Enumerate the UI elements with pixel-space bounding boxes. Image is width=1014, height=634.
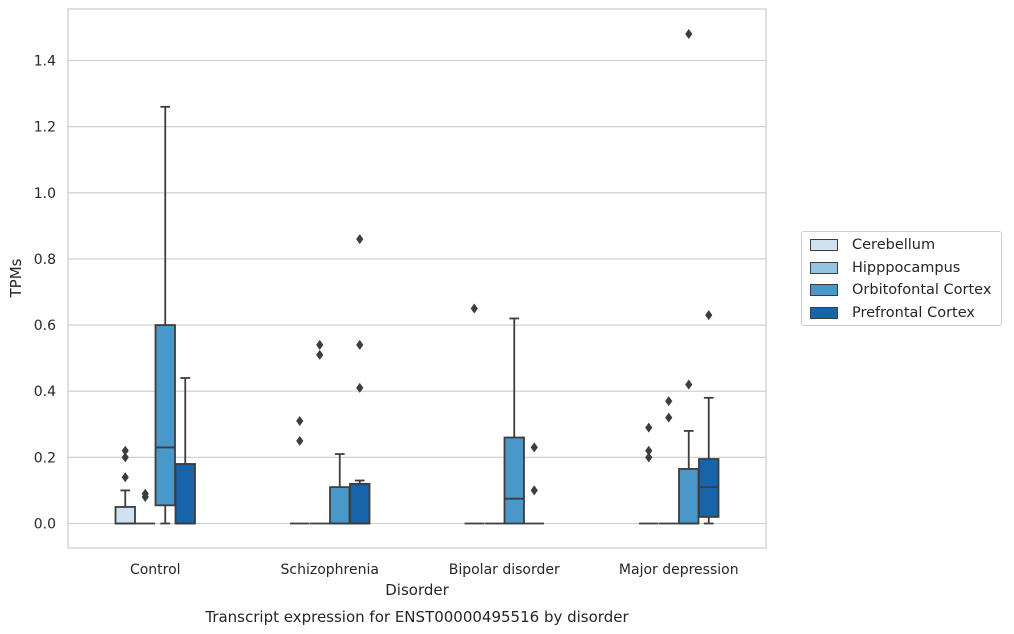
outlier-point-orbitofontal-cortex	[685, 29, 693, 40]
legend-label-orbitofrontal: Orbitofontal Cortex	[852, 282, 992, 298]
y-tick-label: 1.0	[34, 186, 56, 202]
outlier-point-prefrontal-cortex	[356, 382, 364, 393]
box-hipppocampus	[135, 488, 155, 525]
x-tick-label: Bipolar disorder	[449, 562, 560, 578]
box-body-prefrontal-cortex	[174, 463, 196, 525]
outlier-point-prefrontal-cortex	[705, 310, 713, 321]
outlier-point-hipppocampus	[316, 339, 324, 350]
y-tick-label: 1.2	[34, 120, 56, 136]
x-tick-label: Major depression	[619, 562, 739, 578]
legend-label-hippocampus: Hipppocampus	[852, 260, 961, 276]
tick-labels: 0.0 0.2 0.4 0.6 0.8 1.0 1.2 1.4 Control Schizophr…	[34, 54, 739, 579]
outlier-point-cerebellum	[645, 452, 653, 463]
legend-swatch-hippocampus	[810, 262, 838, 274]
box-body-orbitofontal-cortex	[678, 468, 700, 525]
boxes-layer	[114, 29, 720, 525]
box-orbitofontal-cortex	[154, 105, 176, 525]
box-orbitofontal-cortex	[329, 453, 351, 525]
outlier-point-cerebellum	[121, 452, 129, 463]
legend: Cerebellum Hipppocampus Orbitofontal Cor…	[801, 231, 1002, 326]
legend-item-hippocampus: Hipppocampus	[810, 258, 960, 278]
y-tick-label: 1.4	[34, 54, 56, 70]
box-body-cerebellum	[114, 506, 136, 525]
legend-item-cerebellum: Cerebellum	[810, 235, 935, 255]
x-tick-label: Schizophrenia	[281, 562, 379, 578]
legend-label-cerebellum: Cerebellum	[852, 237, 936, 253]
y-tick-label: 0.8	[34, 252, 56, 268]
chart-caption: Transcript expression for ENST0000049551…	[204, 608, 629, 626]
outlier-point-orbitofontal-cortex	[685, 379, 693, 390]
outlier-point-cerebellum	[296, 415, 304, 426]
outlier-point-prefrontal-cortex	[356, 339, 364, 350]
box-cerebellum	[639, 422, 659, 525]
outlier-point-cerebellum	[470, 303, 478, 314]
y-tick-label: 0.0	[34, 517, 56, 533]
outlier-point-hipppocampus	[665, 412, 673, 423]
y-tick-label: 0.2	[34, 450, 56, 466]
box-orbitofontal-cortex	[503, 317, 525, 525]
outlier-point-cerebellum	[121, 472, 129, 483]
box-prefrontal-cortex	[349, 234, 371, 525]
box-body-prefrontal-cortex	[349, 482, 371, 525]
outlier-point-hipppocampus	[665, 396, 673, 407]
outlier-point-cerebellum	[645, 445, 653, 456]
y-tick-label: 0.4	[34, 384, 56, 400]
outlier-point-hipppocampus	[141, 488, 149, 499]
box-body-orbitofontal-cortex	[154, 324, 176, 507]
outlier-point-prefrontal-cortex	[530, 442, 538, 453]
box-cerebellum	[464, 303, 484, 525]
y-axis-title: TPMs	[7, 258, 25, 298]
box-cerebellum	[290, 415, 310, 525]
outlier-point-cerebellum	[296, 435, 304, 446]
box-prefrontal-cortex	[698, 310, 720, 525]
legend-item-orbitofrontal: Orbitofontal Cortex	[810, 280, 991, 300]
y-tick-label: 0.6	[34, 318, 56, 334]
legend-swatch-cerebellum	[810, 239, 838, 251]
box-body-orbitofontal-cortex	[503, 436, 525, 525]
outlier-point-cerebellum	[121, 445, 129, 456]
outlier-point-prefrontal-cortex	[530, 485, 538, 496]
x-tick-label: Control	[130, 562, 181, 578]
legend-swatch-prefrontal	[810, 307, 838, 319]
box-prefrontal-cortex	[174, 377, 196, 525]
legend-item-prefrontal: Prefrontal Cortex	[810, 303, 975, 323]
box-body-orbitofontal-cortex	[329, 486, 351, 525]
box-cerebellum	[114, 445, 136, 525]
outlier-point-hipppocampus	[316, 349, 324, 360]
legend-label-prefrontal: Prefrontal Cortex	[852, 305, 975, 321]
legend-swatch-orbitofrontal	[810, 284, 838, 296]
box-hipppocampus	[659, 396, 679, 525]
x-axis-title: Disorder	[385, 581, 449, 599]
outlier-point-prefrontal-cortex	[356, 234, 364, 245]
outlier-point-cerebellum	[645, 422, 653, 433]
box-hipppocampus	[310, 339, 330, 525]
box-prefrontal-cortex	[524, 442, 544, 525]
